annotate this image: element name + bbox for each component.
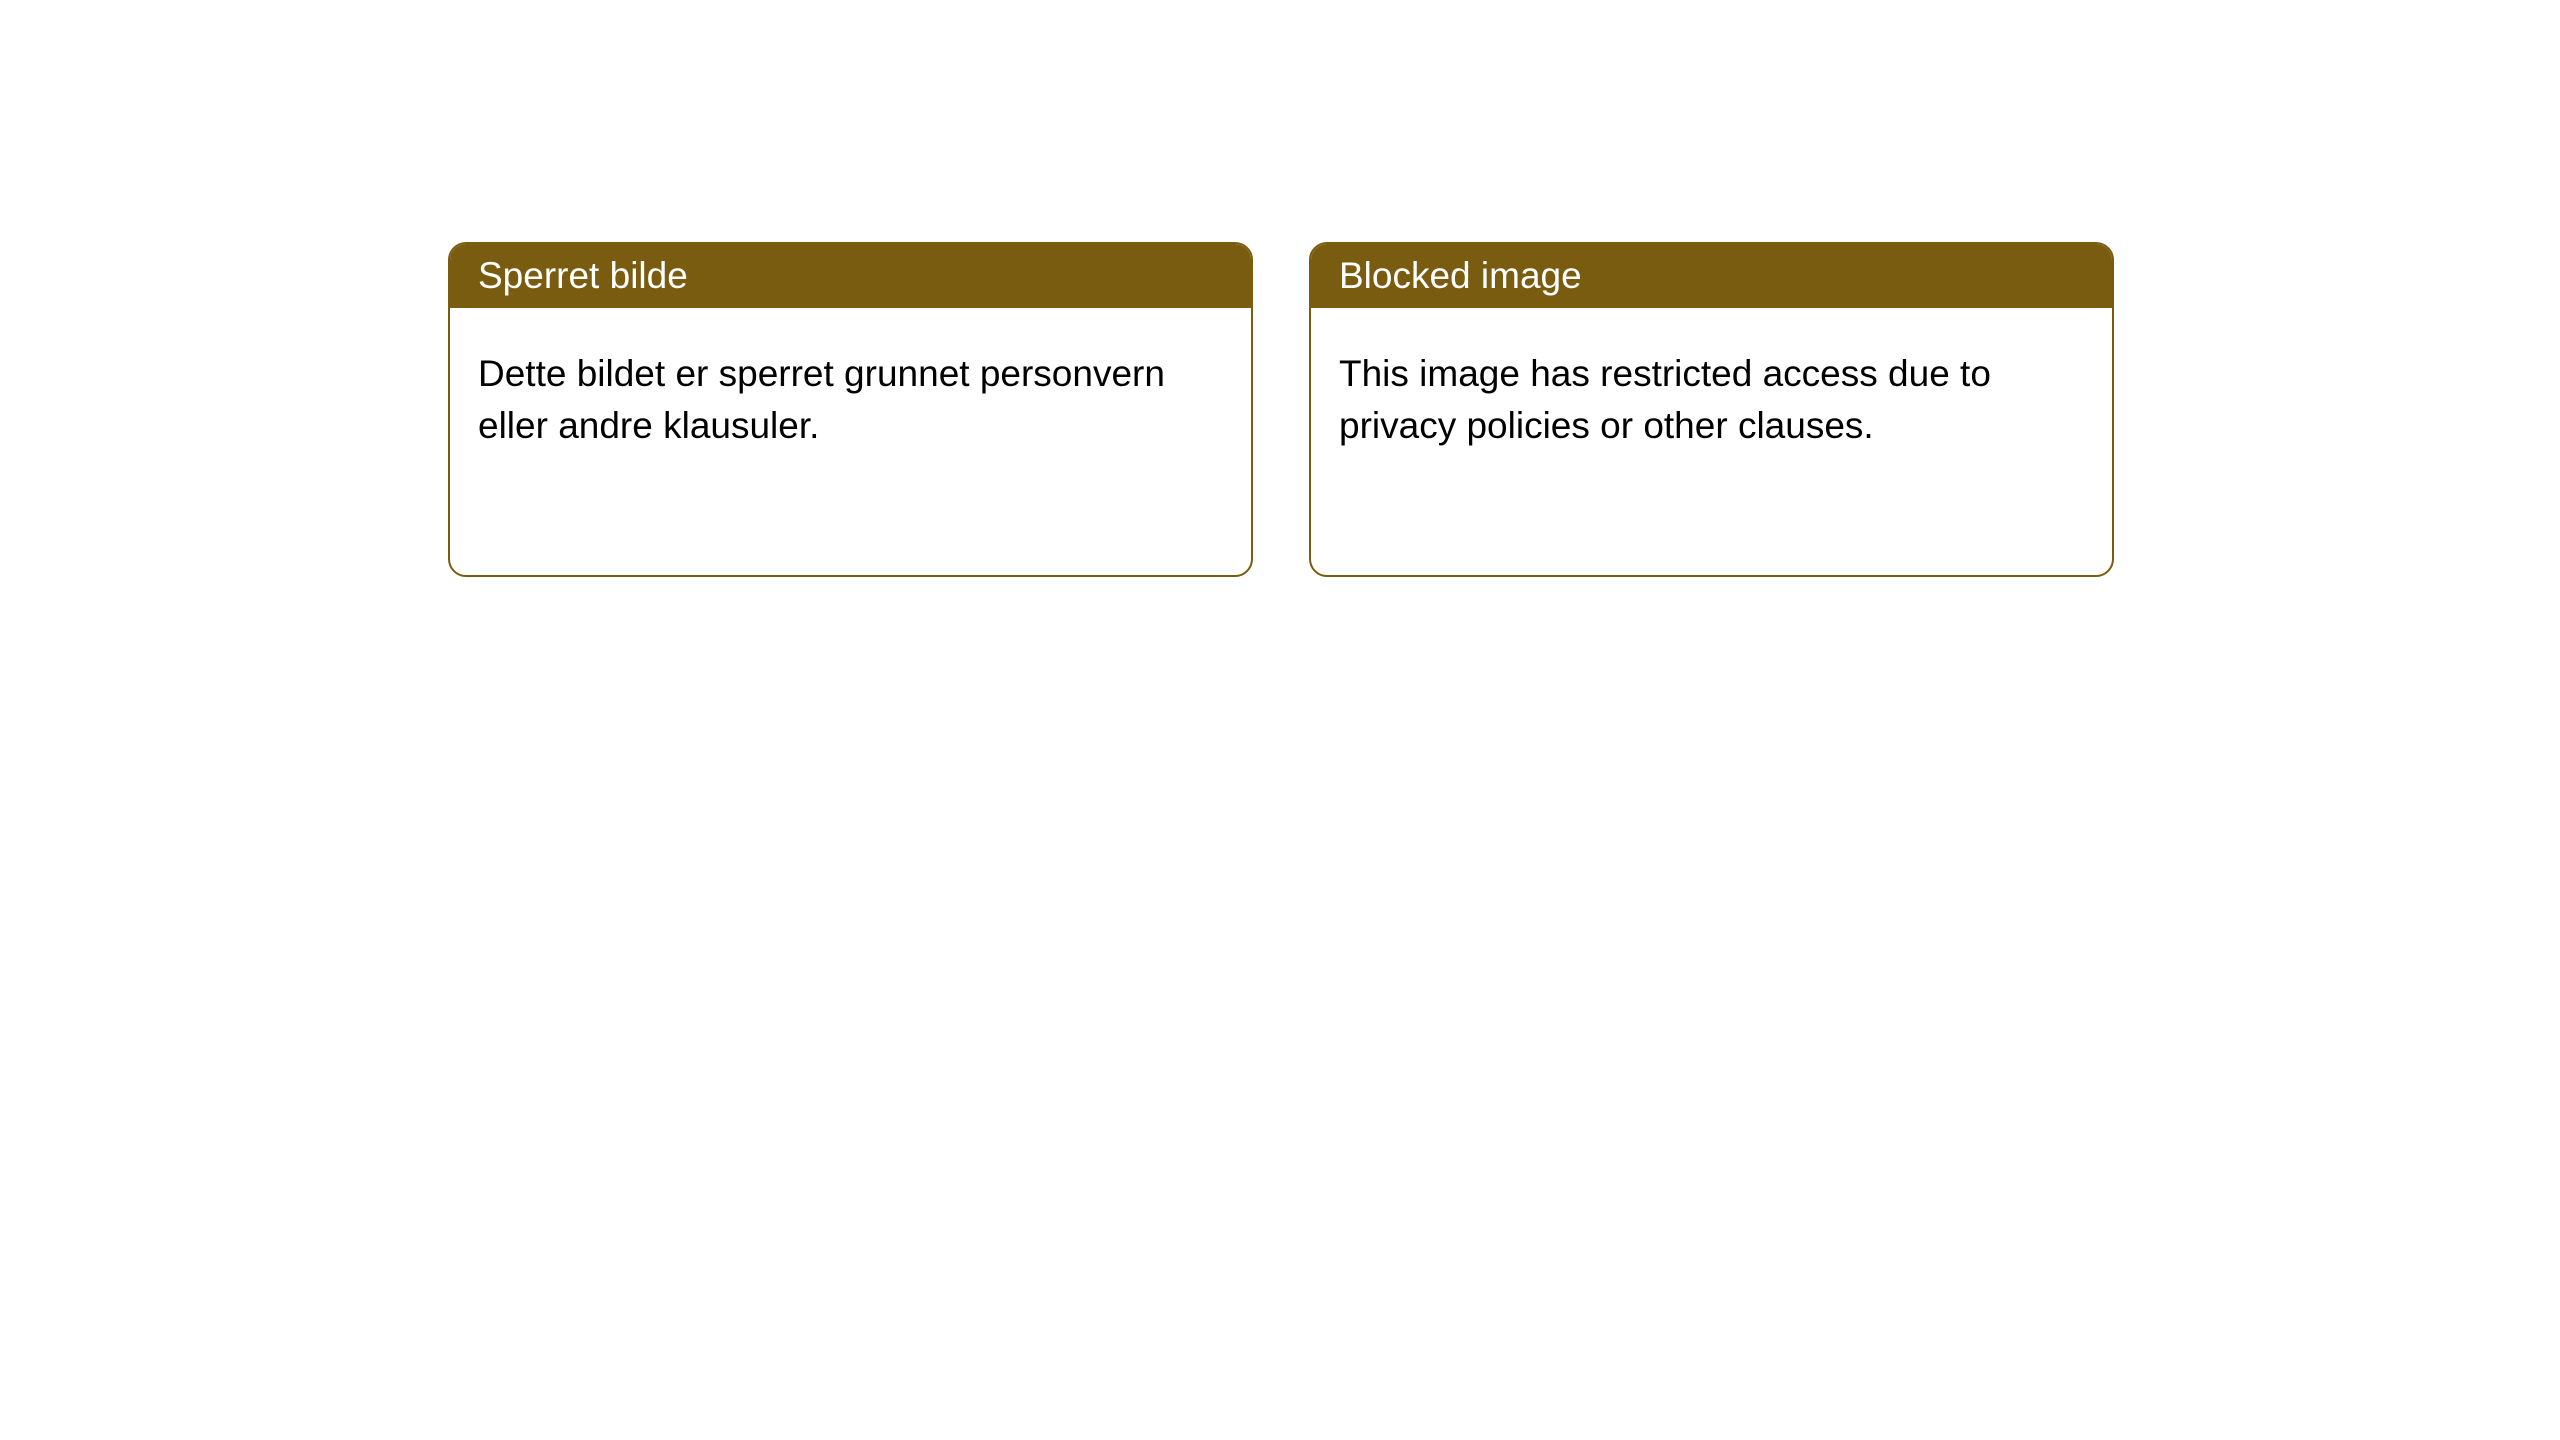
notice-title: Sperret bilde — [478, 255, 688, 296]
notice-container: Sperret bilde Dette bildet er sperret gr… — [0, 0, 2560, 577]
notice-box-norwegian: Sperret bilde Dette bildet er sperret gr… — [448, 242, 1253, 577]
notice-text: This image has restricted access due to … — [1339, 353, 1991, 446]
notice-header: Sperret bilde — [450, 244, 1251, 308]
notice-header: Blocked image — [1311, 244, 2112, 308]
notice-title: Blocked image — [1339, 255, 1582, 296]
notice-text: Dette bildet er sperret grunnet personve… — [478, 353, 1165, 446]
notice-body: This image has restricted access due to … — [1311, 308, 2112, 492]
notice-box-english: Blocked image This image has restricted … — [1309, 242, 2114, 577]
notice-body: Dette bildet er sperret grunnet personve… — [450, 308, 1251, 492]
